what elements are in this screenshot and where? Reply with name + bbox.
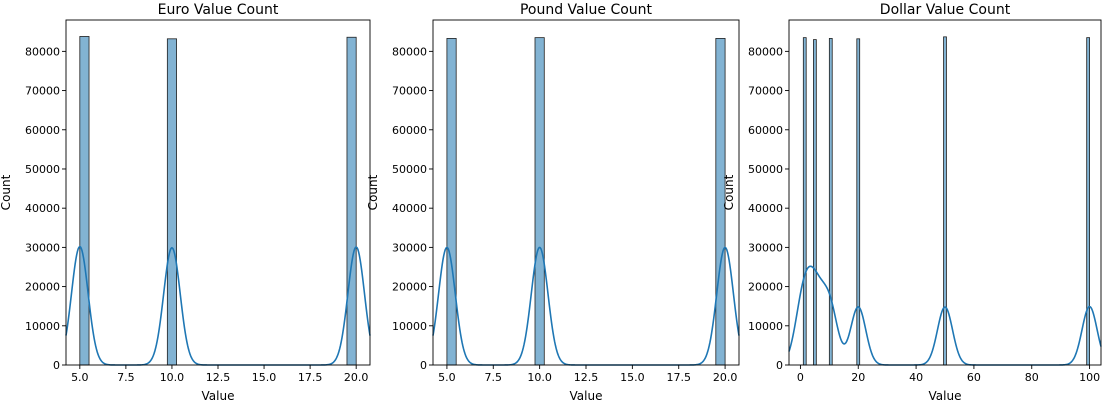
x-tick-label: 0	[797, 371, 804, 384]
y-tick-label: 50000	[25, 163, 60, 176]
histogram-bars	[446, 37, 726, 366]
y-tick-label: 40000	[748, 202, 783, 215]
x-tick-label: 7.5	[485, 371, 503, 384]
x-tick-label: 17.5	[298, 371, 323, 384]
histogram-bar	[943, 36, 947, 366]
x-tick-label: 12.5	[206, 371, 231, 384]
x-axis-label: Value	[570, 389, 603, 403]
y-tick-label: 20000	[25, 281, 60, 294]
y-tick-label: 10000	[748, 320, 783, 333]
x-tick-label: 7.5	[117, 371, 135, 384]
y-tick-label: 20000	[748, 281, 783, 294]
y-tick-label: 70000	[25, 85, 60, 98]
y-tick-label: 50000	[748, 163, 783, 176]
x-tick-label: 100	[1079, 371, 1100, 384]
histogram-bar	[828, 38, 833, 366]
axes-frame	[65, 19, 371, 366]
x-tick-label: 17.5	[666, 371, 691, 384]
y-tick-label: 40000	[392, 202, 427, 215]
histogram-bars	[802, 36, 1090, 366]
y-tick-label: 0	[53, 359, 60, 372]
x-tick-label: 15.0	[252, 371, 277, 384]
histogram-bar	[813, 39, 817, 366]
histogram-bar	[79, 36, 90, 366]
x-tick-label: 10.0	[160, 371, 185, 384]
histogram-bar	[166, 38, 177, 366]
x-tick-label: 60	[967, 371, 981, 384]
y-axis-label: Count	[0, 174, 13, 210]
y-tick-label: 60000	[25, 124, 60, 137]
y-axis-label: Count	[722, 174, 736, 210]
x-tick-label: 5.0	[71, 371, 89, 384]
y-tick-label: 70000	[392, 85, 427, 98]
y-tick-label: 0	[420, 359, 427, 372]
x-tick-label: 20.0	[344, 371, 369, 384]
y-tick-label: 20000	[392, 281, 427, 294]
kde-line	[65, 245, 371, 366]
y-tick-label: 30000	[392, 241, 427, 254]
y-tick-label: 80000	[392, 45, 427, 58]
histogram-bar	[802, 37, 807, 366]
x-axis-label: Value	[929, 389, 962, 403]
x-tick-label: 20	[851, 371, 865, 384]
y-tick-label: 60000	[748, 124, 783, 137]
y-tick-label: 30000	[748, 241, 783, 254]
y-tick-label: 40000	[25, 202, 60, 215]
y-tick-label: 0	[776, 359, 783, 372]
y-tick-label: 80000	[25, 45, 60, 58]
histogram-bar	[856, 38, 861, 366]
x-tick-label: 10.0	[527, 371, 552, 384]
axes-frame	[432, 19, 740, 366]
kde-line	[432, 246, 740, 366]
chart-panel-3: 0 10000 20000 30000 40000 50000 60000 70000 8000…	[722, 2, 1102, 403]
y-tick-label: 50000	[392, 163, 427, 176]
axes-frame	[788, 19, 1102, 366]
histogram-bar	[534, 37, 545, 366]
histogram-bar	[346, 36, 357, 366]
x-tick-label: 5.0	[438, 371, 456, 384]
histogram-bar	[1086, 37, 1090, 366]
chart-title: Dollar Value Count	[880, 2, 1011, 18]
x-tick-label: 40	[909, 371, 923, 384]
y-axis-label: Count	[366, 174, 380, 210]
y-tick-label: 10000	[25, 320, 60, 333]
chart-panel-1: 0 10000 20000 30000 40000 50000 60000 70000 8000…	[0, 2, 371, 403]
y-tick-label: 60000	[392, 124, 427, 137]
histogram-bars	[79, 36, 357, 366]
y-tick-label: 70000	[748, 85, 783, 98]
chart-panel-2: 0 10000 20000 30000 40000 50000 60000 70000 8000…	[366, 2, 740, 403]
y-tick-label: 10000	[392, 320, 427, 333]
x-tick-label: 12.5	[574, 371, 599, 384]
y-tick-label: 30000	[25, 241, 60, 254]
x-tick-label: 15.0	[620, 371, 645, 384]
chart-title: Pound Value Count	[520, 2, 653, 18]
x-tick-label: 20.0	[713, 371, 738, 384]
x-tick-label: 80	[1025, 371, 1039, 384]
y-tick-label: 80000	[748, 45, 783, 58]
histogram-bar	[446, 38, 457, 366]
x-axis-label: Value	[202, 389, 235, 403]
chart-title: Euro Value Count	[158, 2, 279, 18]
